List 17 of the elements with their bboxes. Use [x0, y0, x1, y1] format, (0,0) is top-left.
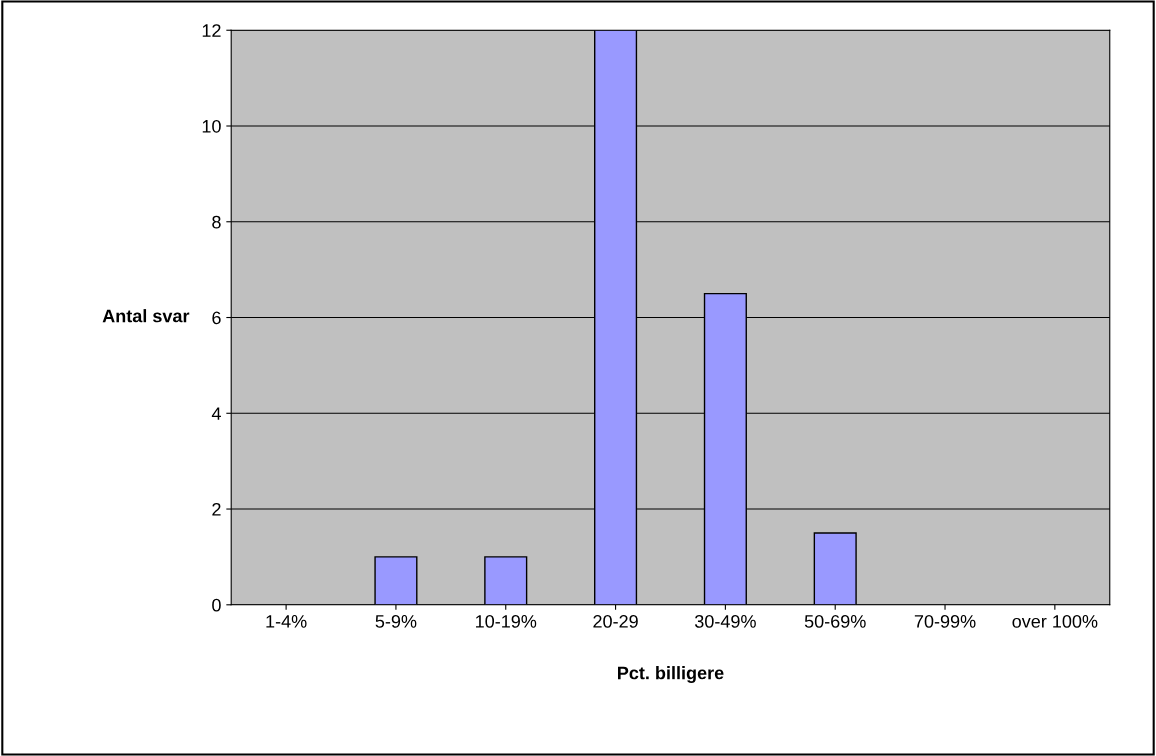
y-tick-label: 12 [202, 24, 221, 37]
y-axis-title: Antal svar [102, 309, 190, 323]
x-tick-label: 30-49% [694, 615, 756, 628]
y-tick-label: 6 [212, 311, 221, 325]
x-tick-label: 1-4% [266, 615, 307, 628]
y-tick-label: 0 [212, 598, 221, 612]
x-tick-label: 5-9% [375, 615, 417, 628]
y-tick-label: 10 [202, 119, 221, 133]
y-tick-label: 8 [212, 215, 221, 229]
x-tick-label: 10-19% [476, 615, 537, 628]
y-tick-label: 4 [211, 407, 221, 420]
x-tick-label: 50-69% [804, 615, 866, 628]
x-tick-label: 20-29 [593, 615, 638, 628]
y-tick-label: 2 [212, 502, 221, 516]
x-tick-label: over 100% [1012, 615, 1098, 628]
x-axis-title: Pct. billigere [618, 666, 724, 683]
x-tick-label: 70-99% [914, 615, 976, 628]
